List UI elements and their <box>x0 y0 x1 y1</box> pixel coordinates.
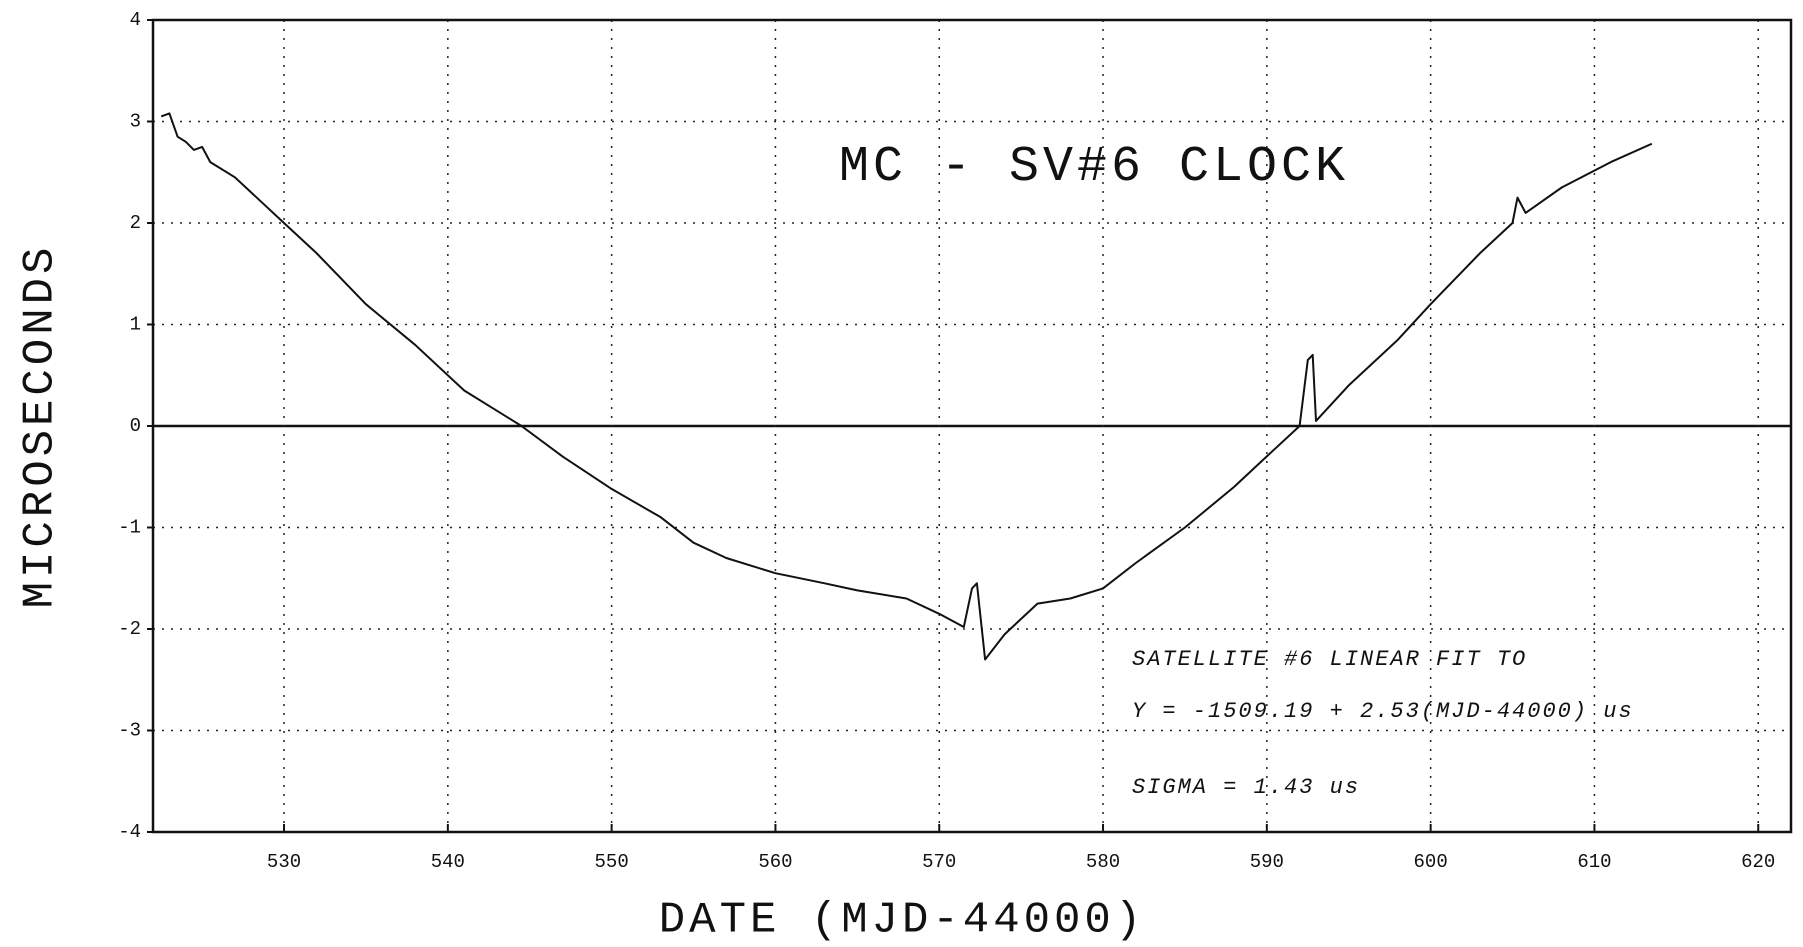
chart-title: MC - SV#6 CLOCK <box>839 139 1349 196</box>
y-tick-label: 4 <box>130 9 141 31</box>
y-axis-label: MICROSECONDS <box>16 244 66 609</box>
y-tick-label: -4 <box>118 821 141 843</box>
y-tick-label: -3 <box>118 720 141 742</box>
annotation: SATELLITE #6 LINEAR FIT TO <box>1132 647 1527 672</box>
y-tick-label: -2 <box>118 618 141 640</box>
annotation: Y = -1509.19 + 2.53(MJD-44000) us <box>1132 699 1634 724</box>
x-tick-label: 580 <box>1086 851 1120 873</box>
x-tick-label: 570 <box>922 851 956 873</box>
y-tick-label: -1 <box>118 517 141 539</box>
y-tick-label: 1 <box>130 314 141 336</box>
x-tick-label: 540 <box>431 851 465 873</box>
y-tick-label: 3 <box>130 111 141 133</box>
data-line <box>160 112 1653 661</box>
x-tick-label: 600 <box>1414 851 1448 873</box>
annotation: SIGMA = 1.43 us <box>1132 775 1360 800</box>
y-tick-label: 0 <box>130 415 141 437</box>
x-tick-label: 530 <box>267 851 301 873</box>
x-tick-label: 590 <box>1250 851 1284 873</box>
x-tick-label: 620 <box>1741 851 1775 873</box>
x-tick-label: 610 <box>1577 851 1611 873</box>
x-tick-label: 560 <box>758 851 792 873</box>
x-tick-label: 550 <box>595 851 629 873</box>
y-tick-label: 2 <box>130 212 141 234</box>
x-axis-label: DATE (MJD-44000) <box>659 896 1145 942</box>
plot-frame <box>151 18 1793 834</box>
